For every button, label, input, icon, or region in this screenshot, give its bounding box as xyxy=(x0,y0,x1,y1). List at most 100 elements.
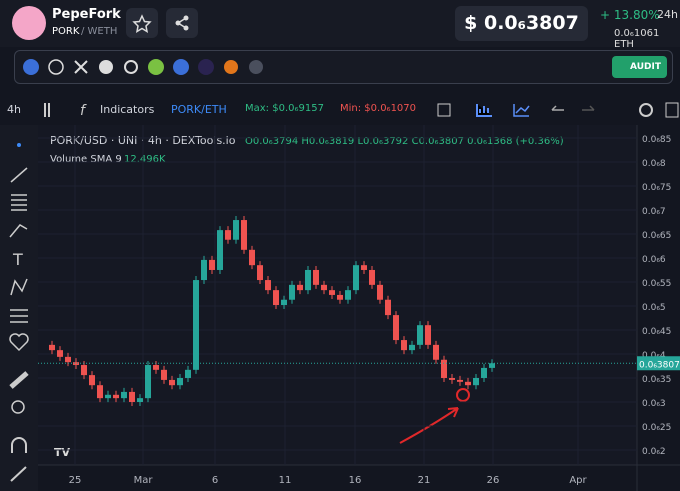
y-tick-label: 0.0₆35 xyxy=(642,375,671,385)
x-tick-label: 26 xyxy=(487,475,500,486)
x-tick-label: 6 xyxy=(212,475,218,486)
price-chart: PORK/USD · UNI · 4h · DEXTools.io O0.0₆3… xyxy=(38,125,680,491)
share-button[interactable] xyxy=(166,8,198,38)
candle xyxy=(105,394,111,399)
svg-text:f: f xyxy=(80,103,87,119)
candle xyxy=(449,377,455,380)
candle xyxy=(169,379,175,386)
y-tick-label: 0.0₆55 xyxy=(642,279,671,289)
x-tick-label: 25 xyxy=(69,475,82,486)
candle xyxy=(129,391,135,402)
candle xyxy=(89,375,95,386)
y-tick-label: 0.0₆25 xyxy=(642,423,671,433)
candle xyxy=(273,290,279,306)
price-box: $ 0.0₆3807 xyxy=(455,6,588,41)
candle xyxy=(225,230,231,240)
change-period: 24h xyxy=(657,8,678,21)
max-price: Max: $0.0₆9157 xyxy=(245,103,324,114)
indicators-button[interactable]: Indicators xyxy=(100,103,155,116)
y-tick-label: 0.0₆65 xyxy=(642,231,671,241)
header: PepeFork PORK / WETH $ 0.0₆3807 + 13.80%… xyxy=(0,0,680,50)
candle xyxy=(193,280,199,370)
audit-button[interactable]: AUDIT xyxy=(612,56,667,78)
candle xyxy=(337,294,343,300)
candle xyxy=(153,365,159,370)
candle xyxy=(233,220,239,240)
pair-base: PORK xyxy=(52,26,80,37)
toolbar-icons[interactable]: f xyxy=(40,100,680,120)
drawing-tools[interactable]: T xyxy=(0,125,38,491)
x-tick-label: Mar xyxy=(134,475,154,486)
y-tick-label: 0.0₆45 xyxy=(642,327,671,337)
candle xyxy=(217,230,223,270)
interval-button[interactable]: 4h xyxy=(7,103,21,116)
candle xyxy=(473,377,479,386)
y-tick-label: 0.0₆2 xyxy=(642,447,666,457)
candle xyxy=(305,269,311,291)
annotation-arrow xyxy=(399,407,459,444)
candle xyxy=(113,394,119,399)
last-price-tag xyxy=(637,356,680,371)
ohlc-values: O0.0₆3794 H0.0₆3819 L0.0₆3792 C0.0₆3807 … xyxy=(245,136,564,147)
candle xyxy=(201,259,207,281)
chart-toolbar: 4h Indicators PORK/ETH Max: $0.0₆9157 Mi… xyxy=(0,95,680,123)
candle xyxy=(457,379,463,382)
y-tick-label: 0.0₆75 xyxy=(642,183,671,193)
candle xyxy=(81,365,87,376)
y-tick-label: 0.0₆6 xyxy=(642,255,666,265)
volume-label: Volume SMA 9 xyxy=(50,154,122,165)
pair-quote: / WETH xyxy=(81,26,118,37)
candle xyxy=(241,220,247,250)
min-price: Min: $0.0₆1070 xyxy=(340,103,417,114)
token-name: PepeFork xyxy=(52,7,121,22)
candle xyxy=(281,299,287,306)
candle xyxy=(401,340,407,351)
x-tick-label: 16 xyxy=(349,475,362,486)
candle xyxy=(353,265,359,291)
candle xyxy=(385,299,391,316)
candle xyxy=(161,369,167,380)
volume-value: 12.496K xyxy=(124,154,166,165)
favorite-button[interactable] xyxy=(126,8,158,38)
candle xyxy=(441,359,447,378)
candle xyxy=(265,280,271,291)
svg-text:T: T xyxy=(12,250,23,269)
candle xyxy=(97,385,103,399)
tv-logo: TV xyxy=(54,446,71,459)
x-tick-label: 11 xyxy=(279,475,292,486)
candle xyxy=(377,284,383,300)
y-tick-label: 0.0₆8 xyxy=(642,159,666,169)
annotation-circle xyxy=(456,388,470,402)
candle xyxy=(433,344,439,360)
y-tick-label: 0.0₆85 xyxy=(642,135,671,145)
candle xyxy=(425,325,431,345)
x-tick-label: Apr xyxy=(569,475,587,486)
candle xyxy=(465,381,471,386)
candle xyxy=(321,284,327,291)
y-tick-label: 0.0₆5 xyxy=(642,303,666,313)
y-tick-label: 0.0₆3 xyxy=(642,399,666,409)
price-eth: 0.0₆1061 ETH xyxy=(614,28,660,50)
candle xyxy=(289,284,295,300)
candle xyxy=(313,269,319,285)
candle xyxy=(297,284,303,291)
candle xyxy=(329,290,335,295)
candle xyxy=(209,259,215,270)
candle xyxy=(345,290,351,300)
candle xyxy=(393,315,399,341)
candle xyxy=(145,365,151,399)
candle xyxy=(409,344,415,351)
link-icons[interactable] xyxy=(21,57,266,77)
price-change: + 13.80% xyxy=(600,8,660,22)
y-tick-label: 0.0₆4 xyxy=(642,351,666,361)
y-tick-label: 0.0₆7 xyxy=(642,207,666,217)
candle xyxy=(65,356,71,363)
candle xyxy=(121,391,127,399)
candle xyxy=(73,362,79,366)
candle xyxy=(137,398,143,402)
candle xyxy=(49,344,55,351)
pair-toggle[interactable]: PORK/ETH xyxy=(171,103,227,116)
candle xyxy=(57,350,63,357)
candle xyxy=(369,269,375,285)
